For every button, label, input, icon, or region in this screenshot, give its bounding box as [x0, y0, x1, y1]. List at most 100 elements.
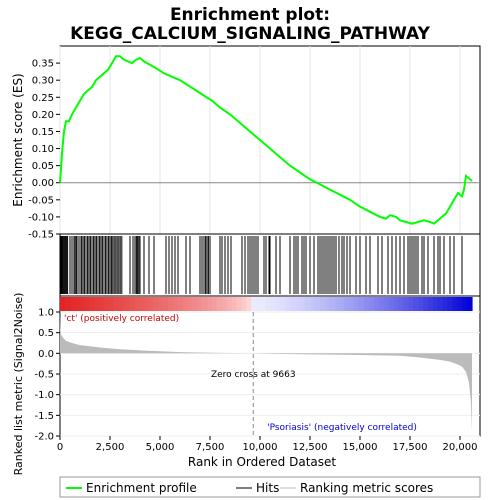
x-tick-label: 5,000 — [146, 442, 175, 453]
metric-ytick-label: -2.0 — [34, 432, 54, 443]
es-ytick-label: 0.15 — [32, 127, 54, 138]
band-cell — [442, 297, 449, 311]
es-ytick-label: 0.10 — [32, 144, 54, 155]
band-cell — [422, 297, 429, 311]
legend: Enrichment profile Hits Ranking metric s… — [59, 476, 481, 498]
band-cell — [148, 297, 154, 311]
band-cell — [133, 297, 140, 311]
band-cell — [74, 297, 81, 311]
band-cell — [427, 297, 434, 311]
legend-ranking-label: Ranking metric scores — [300, 481, 433, 495]
x-tick-label: 17,500 — [393, 442, 428, 453]
band-cell — [241, 297, 247, 311]
es-curve — [59, 55, 473, 225]
band-cell — [172, 297, 179, 311]
es-ytick-label: 0.30 — [32, 76, 54, 87]
band-cell — [64, 297, 71, 311]
metric-panel: -2.0 -1.5 -1.0 -0.5 0.0 0.5 1.0 Zero cross at … — [34, 308, 481, 443]
band-cell — [84, 297, 91, 311]
band-cells — [60, 297, 473, 311]
band-cell — [153, 297, 159, 311]
band-cell — [167, 297, 174, 311]
metric-ylabel: Ranked list metric (Signal2Noise) — [12, 293, 25, 476]
band-cell — [280, 297, 287, 311]
metric-yticks: -2.0 -1.5 -1.0 -0.5 0.0 0.5 1.0 — [34, 308, 60, 443]
band-cell — [207, 297, 213, 311]
es-ytick-label: -0.10 — [28, 212, 54, 223]
zero-cross-label: Zero cross at 9663 — [211, 370, 296, 380]
band-cell — [177, 297, 184, 311]
chart-title-line2: KEGG_CALCIUM_SIGNALING_PATHWAY — [70, 24, 431, 44]
metric-ytick-label: 0.5 — [38, 328, 54, 339]
x-tick-label: 10,000 — [243, 442, 278, 453]
x-tick-label: 15,000 — [343, 442, 378, 453]
metric-ytick-label: 0.0 — [38, 349, 54, 360]
band-cell — [79, 297, 86, 311]
band-cell — [197, 297, 203, 311]
band-cell — [324, 297, 331, 311]
band-cell — [60, 297, 66, 311]
band-cell — [266, 297, 272, 311]
positive-annotation: 'ct' (positively correlated) — [64, 314, 179, 324]
band-cell — [69, 297, 76, 311]
es-ytick-label: 0.05 — [32, 161, 54, 172]
band-cell — [221, 297, 228, 311]
band-cell — [163, 297, 169, 311]
es-yticks: -0.15 -0.10 -0.05 0.00 0.05 0.10 0.15 0.20 0.25 0… — [28, 59, 60, 241]
band-cell — [349, 297, 355, 311]
metric-ytick-label: -1.5 — [34, 411, 54, 422]
band-cell — [109, 297, 115, 311]
x-tick-label: 20,000 — [443, 442, 478, 453]
band-cell — [354, 297, 360, 311]
band-cell — [388, 297, 395, 311]
band-cell — [113, 297, 120, 311]
band-cell — [378, 297, 385, 311]
band-cell — [403, 297, 409, 311]
es-ytick-label: 0.25 — [32, 93, 54, 104]
band-cell — [373, 297, 380, 311]
band-cell — [99, 297, 105, 311]
hits-lines — [60, 236, 463, 294]
band-cell — [339, 297, 346, 311]
band-cell — [89, 297, 95, 311]
band-cell — [408, 297, 414, 311]
x-axis-ticks: 0 2,500 5,000 7,500 10,000 12,500 15,000 17,500… — [57, 436, 478, 453]
band-cell — [216, 297, 223, 311]
band-cell — [138, 297, 144, 311]
band-cell — [319, 297, 326, 311]
band-cell — [344, 297, 350, 311]
band-cell — [447, 297, 453, 311]
x-tick-label: 12,500 — [293, 442, 328, 453]
metric-ytick-label: -0.5 — [34, 370, 54, 381]
es-ytick-label: -0.15 — [28, 230, 54, 241]
band-cell — [256, 297, 262, 311]
x-axis-label: Rank in Ordered Dataset — [188, 455, 336, 469]
band-cell — [285, 297, 292, 311]
band-cell — [187, 297, 194, 311]
band-cell — [413, 297, 419, 311]
es-panel: -0.15 -0.10 -0.05 0.00 0.05 0.10 0.15 0.20 0.25 0… — [28, 45, 481, 241]
band-cell — [457, 297, 463, 311]
band-cell — [369, 297, 375, 311]
band-cell — [290, 297, 297, 311]
metric-ytick-label: 1.0 — [38, 308, 54, 319]
band-cell — [143, 297, 149, 311]
band-cell — [462, 297, 468, 311]
band-cell — [334, 297, 341, 311]
band-cell — [104, 297, 110, 311]
legend-hits-label: Hits — [256, 481, 279, 495]
rank-color-band — [59, 295, 481, 313]
band-cell — [452, 297, 458, 311]
band-cell — [305, 297, 311, 311]
legend-enrichment-label: Enrichment profile — [86, 481, 197, 495]
band-cell — [231, 297, 238, 311]
x-tick-label: 0 — [57, 442, 63, 453]
es-ytick-label: 0.35 — [32, 59, 54, 70]
band-cell — [295, 297, 301, 311]
es-ytick-label: 0.00 — [32, 178, 54, 189]
band-cell — [467, 297, 473, 311]
band-cell — [359, 297, 365, 311]
band-cell — [393, 297, 400, 311]
band-cell — [212, 297, 218, 311]
band-cell — [158, 297, 164, 311]
